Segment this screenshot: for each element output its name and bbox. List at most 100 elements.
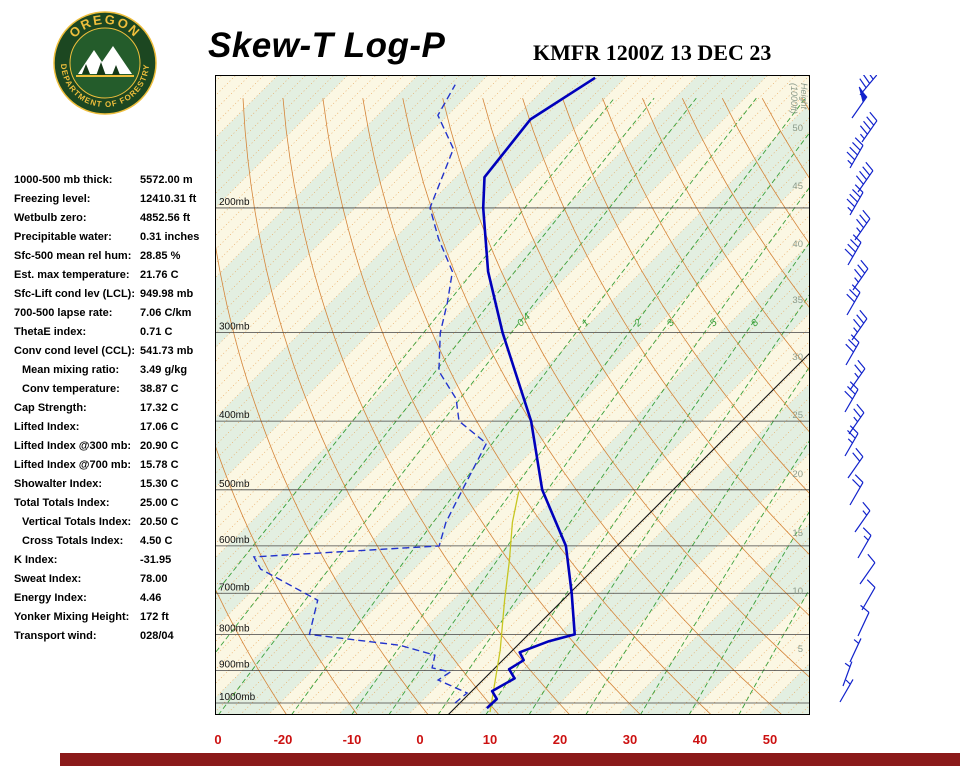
wind-barb (848, 403, 865, 435)
wind-barb (849, 638, 862, 663)
wind-barb (846, 184, 864, 216)
height-tick-label: 40 (792, 239, 803, 250)
index-label: Showalter Index: (14, 478, 103, 490)
bottom-bar (60, 753, 960, 766)
height-tick-label: 35 (792, 295, 803, 306)
height-tick-label: 25 (792, 410, 803, 421)
index-label: Sweat Index: (14, 573, 82, 585)
mixing-ratio-label: 1 (580, 317, 592, 329)
height-tick-label: 5 (798, 644, 803, 655)
index-label: Cap Strength: (14, 402, 87, 414)
pressure-label: 300mb (219, 322, 250, 333)
index-value: 172 ft (140, 611, 169, 623)
index-label: Freezing level: (14, 193, 91, 205)
index-label: Mean mixing ratio: (22, 364, 120, 376)
index-row: Sfc-500 mean rel hum: 28.85 % (14, 248, 219, 267)
index-row: Energy Index: 4.46 (14, 590, 219, 609)
index-label: Sfc-500 mean rel hum: (14, 250, 132, 262)
index-value: 4852.56 ft (140, 212, 191, 224)
index-label: Cross Totals Index: (22, 535, 124, 547)
index-value: 20.50 C (140, 516, 179, 528)
index-label: 1000-500 mb thick: (14, 174, 113, 186)
height-tick-label: 15 (792, 528, 803, 539)
wind-barb (844, 234, 862, 266)
index-row: Cap Strength: 17.32 C (14, 400, 219, 419)
index-row: Yonker Mixing Height: 172 ft (14, 609, 219, 628)
temp-axis-label: -10 (342, 732, 362, 747)
index-row: Lifted Index: 17.06 C (14, 419, 219, 438)
index-value: 028/04 (140, 630, 174, 642)
index-value: 17.32 C (140, 402, 179, 414)
pressure-label: 1000mb (219, 692, 256, 703)
index-label: Lifted Index: (14, 421, 80, 433)
index-label: Lifted Index @700 mb: (14, 459, 132, 471)
temp-axis-label: 0 (416, 732, 424, 747)
index-value: 949.98 mb (140, 288, 194, 300)
index-row: Freezing level: 12410.31 ft (14, 191, 219, 210)
wind-barb (849, 474, 864, 506)
index-row: Showalter Index: 15.30 C (14, 476, 219, 495)
index-label: Lifted Index @300 mb: (14, 440, 132, 452)
wind-barb (844, 425, 859, 457)
chart-grid (216, 76, 809, 714)
wind-barb (859, 553, 876, 585)
svg-text:(1000ft): (1000ft) (789, 83, 799, 114)
wind-barb (855, 161, 874, 193)
index-label: 700-500 lapse rate: (14, 307, 113, 319)
wind-barb (846, 284, 861, 316)
index-label: Yonker Mixing Height: (14, 611, 130, 623)
skewt-svg: 200mb 300mb 400mb 500mb 600mb 700mb 800mb 900mb… (215, 75, 810, 715)
wind-barb (859, 111, 878, 143)
index-row: ThetaE index: 0.71 C (14, 324, 219, 343)
height-tick-label: 20 (792, 469, 803, 480)
wind-barb (849, 359, 866, 391)
index-label: Precipitable water: (14, 231, 112, 243)
index-value: 5572.00 m (140, 174, 193, 186)
index-value: 28.85 % (140, 250, 181, 262)
height-tick-label: 50 (792, 123, 803, 134)
index-row: 700-500 lapse rate: 7.06 C/km (14, 305, 219, 324)
temp-axis-label: 0 (214, 732, 222, 747)
odf-logo: OREGON DEPARTMENT OF FORESTRY (53, 11, 157, 115)
index-value: 0.31 inches (140, 231, 200, 243)
height-tick-label: 30 (792, 352, 803, 363)
height-tick-label: 45 (792, 181, 803, 192)
index-value: 7.06 C/km (140, 307, 192, 319)
logo-mountain (78, 46, 132, 74)
wind-barb (858, 65, 878, 96)
logo-tree (96, 62, 106, 76)
index-label: Total Totals Index: (14, 497, 110, 509)
height-axis-title: Height(1000ft) (789, 83, 809, 114)
index-value: 21.76 C (140, 269, 179, 281)
index-value: 15.78 C (140, 459, 179, 471)
index-label: Transport wind: (14, 630, 97, 642)
temp-axis-label: 20 (552, 732, 568, 747)
index-label: Wetbulb zero: (14, 212, 87, 224)
temp-axis-label: 10 (482, 732, 498, 747)
highlight-isotherm (448, 353, 809, 714)
temp-axis-label: 50 (762, 732, 778, 747)
svg-text:Height: Height (799, 83, 809, 110)
wind-barb (847, 447, 864, 479)
wind-barb (857, 527, 872, 559)
pressure-label: 700mb (219, 582, 250, 593)
index-row: Vertical Totals Index: 20.50 C (14, 514, 219, 533)
index-label: Sfc-Lift cond lev (LCL): (14, 288, 135, 300)
index-row: Conv temperature: 38.87 C (14, 381, 219, 400)
skewt-chart: 200mb 300mb 400mb 500mb 600mb 700mb 800mb 900mb… (215, 75, 810, 715)
index-row: Conv cond level (CCL): 541.73 mb (14, 343, 219, 362)
index-value: 15.30 C (140, 478, 179, 490)
index-value: 541.73 mb (140, 345, 194, 357)
index-value: 4.46 (140, 592, 162, 604)
index-value: 3.49 g/kg (140, 364, 188, 376)
index-row: Sfc-Lift cond lev (LCL): 949.98 mb (14, 286, 219, 305)
temp-axis-label: 40 (692, 732, 708, 747)
index-value: 78.00 (140, 573, 168, 585)
height-tick-label: 10 (792, 586, 803, 597)
wind-barbs-svg (839, 65, 878, 703)
wind-barb (854, 501, 871, 533)
index-value: 38.87 C (140, 383, 179, 395)
page-title: Skew-T Log-P (208, 26, 446, 65)
index-row: 1000-500 mb thick: 5572.00 m (14, 172, 219, 191)
